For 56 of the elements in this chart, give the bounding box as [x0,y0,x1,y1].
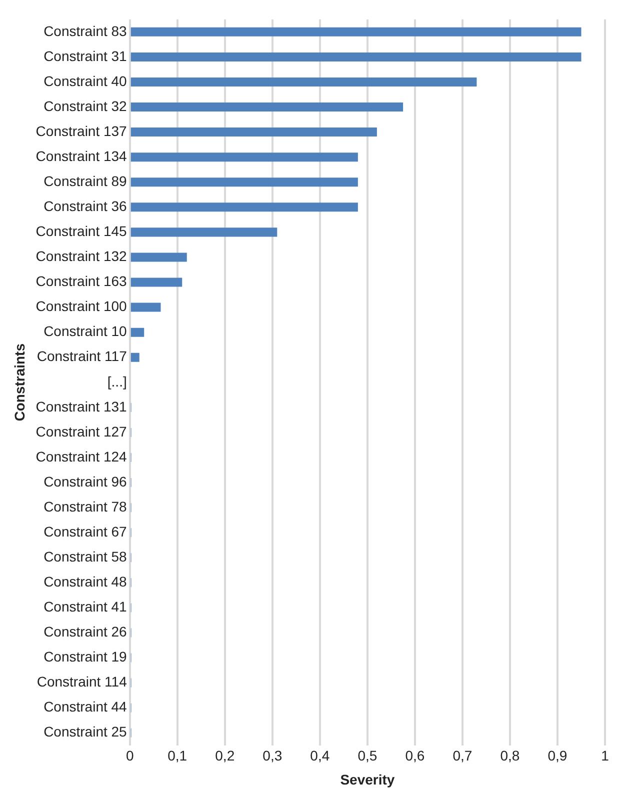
y-tick-label: Constraint 117 [36,348,128,364]
y-tick-label: Constraint 48 [44,574,128,590]
x-tick-label: 0,8 [500,748,520,764]
y-tick-label: Constraint 78 [44,498,128,514]
bar [130,52,582,62]
x-tick-label: 1 [601,748,610,764]
y-tick-label: Constraint 96 [44,473,128,490]
y-tick-label: Constraint 36 [44,198,128,214]
y-tick-label: Constraint 137 [36,122,128,139]
bar [130,228,278,237]
y-tick-label: Constraint 25 [44,724,128,740]
x-tick-label: 0,1 [168,748,188,764]
y-tick-label: Constraint 114 [36,674,128,690]
bar [130,27,582,36]
y-tick-label: Constraint 44 [44,698,128,715]
y-tick-label: Constraint 83 [44,22,128,39]
bar [130,252,187,262]
y-tick-label: Constraint 58 [44,548,128,564]
y-tick-label: Constraint 89 [44,172,128,189]
x-tick-label: 0,3 [262,748,282,764]
y-tick-label: Constraint 10 [44,323,128,340]
bar [130,302,161,312]
y-tick-label: [...] [107,373,127,390]
y-tick-label: Constraint 132 [36,248,128,264]
bar [130,77,477,86]
x-tick-label: 0,7 [452,748,472,764]
y-tick-label: Constraint 131 [36,398,128,414]
y-tick-label: Constraint 41 [44,598,128,615]
x-tick-label: 0,4 [310,748,330,764]
x-tick-label: 0,2 [215,748,235,764]
bar [130,128,377,137]
bar [130,178,358,187]
x-tick-label: 0 [126,748,134,764]
bar [130,328,144,337]
bar [130,278,182,287]
bar [130,152,358,162]
y-tick-label: Constraint 163 [36,273,128,290]
y-tick-label: Constraint 31 [44,48,128,64]
x-tick-label: 0,5 [358,748,378,764]
y-tick-label: Constraint 67 [44,523,128,540]
y-tick-label: Constraint 32 [44,98,128,114]
bar [130,352,140,362]
y-tick-label: Constraint 26 [44,624,128,640]
y-tick-label: Constraint 19 [44,648,128,665]
y-tick-label: Constraint 145 [36,223,128,240]
x-axis-title: Severity [340,771,395,788]
bar [130,202,358,212]
y-axis-title: Constraints [11,343,28,422]
x-tick-label: 0,6 [405,748,425,764]
y-tick-label: Constraint 127 [36,423,128,440]
y-tick-label: Constraint 40 [44,72,128,89]
y-tick-label: Constraint 134 [36,148,128,164]
y-tick-label: Constraint 100 [36,298,128,314]
x-tick-label: 0,9 [548,748,568,764]
y-tick-label: Constraint 124 [36,448,128,464]
bar [130,102,404,112]
